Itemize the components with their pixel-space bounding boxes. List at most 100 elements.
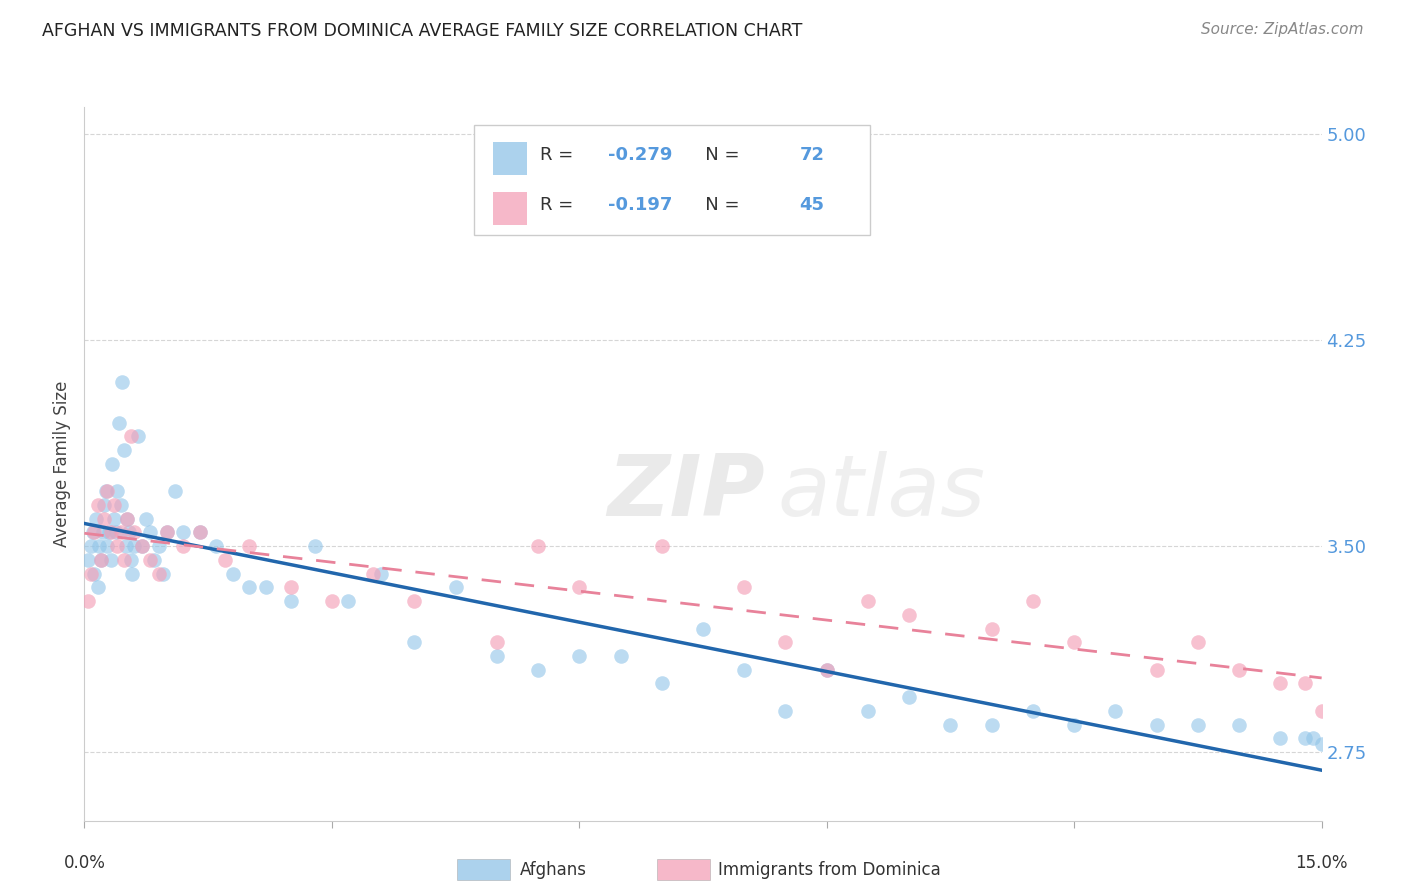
Point (82, 525, 104, 540)
Point (86, 498, 108, 512)
Point (222, 566, 245, 581)
Bar (492, 142, 527, 175)
Point (321, 594, 343, 608)
Point (1187, 635, 1209, 649)
Text: -0.197: -0.197 (607, 196, 672, 214)
Point (122, 525, 145, 540)
Point (775, 704, 797, 718)
Text: atlas: atlas (778, 450, 986, 534)
Point (1302, 731, 1324, 746)
Point (156, 525, 179, 540)
Text: 15.0%: 15.0% (1295, 854, 1348, 871)
Point (1310, 737, 1333, 751)
Point (238, 580, 260, 594)
Point (1227, 717, 1250, 731)
Point (105, 484, 128, 499)
Point (121, 566, 143, 581)
Point (83, 566, 105, 581)
Point (898, 607, 921, 622)
Point (527, 539, 550, 553)
Point (280, 580, 302, 594)
Point (304, 539, 326, 553)
Point (1104, 704, 1126, 718)
Point (148, 566, 170, 581)
Point (651, 676, 673, 690)
Point (135, 512, 157, 526)
Point (110, 498, 132, 512)
Point (172, 539, 194, 553)
Point (898, 690, 921, 705)
Point (1022, 704, 1045, 718)
Point (96, 484, 118, 499)
Point (100, 525, 122, 540)
Point (148, 539, 170, 553)
Point (205, 539, 228, 553)
Bar (492, 192, 527, 225)
Point (1294, 676, 1316, 690)
Point (254, 580, 277, 594)
Point (139, 525, 162, 540)
Point (485, 635, 508, 649)
Point (1146, 663, 1168, 677)
Point (94, 484, 117, 499)
Point (80, 539, 103, 553)
Point (93, 512, 115, 526)
Point (172, 525, 194, 540)
Point (122, 539, 145, 553)
Point (165, 484, 187, 499)
Point (775, 635, 797, 649)
Point (89, 539, 111, 553)
Text: N =: N = (688, 196, 745, 214)
Y-axis label: Average Family Size: Average Family Size (53, 381, 72, 547)
Point (112, 553, 135, 567)
Point (651, 539, 673, 553)
Text: 0.0%: 0.0% (63, 854, 105, 871)
Point (108, 416, 131, 430)
Point (1063, 717, 1085, 731)
Point (815, 663, 838, 677)
Point (114, 539, 136, 553)
FancyBboxPatch shape (474, 125, 870, 235)
Point (337, 594, 360, 608)
Point (361, 566, 384, 581)
Point (1294, 731, 1316, 746)
Point (152, 566, 174, 581)
Text: 45: 45 (800, 196, 824, 214)
Text: -0.279: -0.279 (607, 146, 672, 164)
Point (1270, 731, 1292, 746)
Point (568, 580, 591, 594)
Point (444, 580, 467, 594)
Point (143, 553, 166, 567)
Point (139, 553, 162, 567)
Point (83, 525, 105, 540)
Text: Afghans: Afghans (520, 861, 588, 879)
Point (1270, 676, 1292, 690)
Point (188, 525, 211, 540)
Point (609, 648, 631, 663)
Text: ZIP: ZIP (607, 450, 765, 534)
Point (117, 512, 139, 526)
Point (733, 580, 755, 594)
Point (1146, 717, 1168, 731)
Point (238, 539, 260, 553)
Point (156, 525, 179, 540)
Point (80, 566, 103, 581)
Text: R =: R = (540, 146, 579, 164)
Point (98, 525, 121, 540)
Point (188, 525, 211, 540)
Point (100, 553, 122, 567)
Point (91, 525, 114, 540)
Point (980, 717, 1002, 731)
Point (103, 498, 125, 512)
Text: Source: ZipAtlas.com: Source: ZipAtlas.com (1201, 22, 1364, 37)
Point (485, 648, 508, 663)
Point (1187, 717, 1209, 731)
Point (404, 635, 426, 649)
Point (214, 553, 236, 567)
Point (120, 553, 142, 567)
Point (1022, 594, 1045, 608)
Point (120, 429, 142, 443)
Point (110, 525, 132, 540)
Point (103, 512, 125, 526)
Point (568, 648, 591, 663)
